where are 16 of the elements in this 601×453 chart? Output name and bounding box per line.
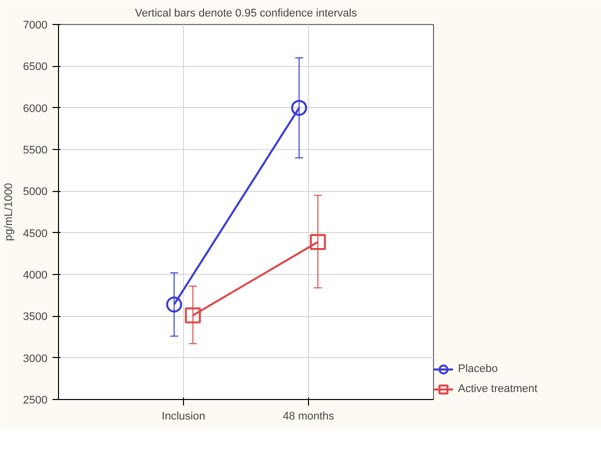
y-tick-label: 6500 [23,61,48,74]
y-tick-label: 2500 [23,394,48,406]
y-tick-label: 4500 [23,228,48,240]
y-axis-title: pg/mL/1000 [3,182,16,242]
x-tick-label: Inclusion [162,410,206,422]
x-tick-label: 48 months [282,410,335,422]
legend-label: Active treatment [458,383,538,395]
y-tick-label: 3500 [23,311,48,324]
y-tick-label: 6000 [23,102,48,115]
y-tick-label: 5500 [23,144,48,156]
legend-label: Placebo [458,363,498,375]
y-tick-label: 5000 [23,186,48,198]
y-tick-label: 4000 [23,270,48,282]
y-tick-label: 7000 [23,20,48,32]
chart-title: Vertical bars denote 0.95 confidence intervals [135,8,358,20]
y-tick-label: 3000 [23,352,48,365]
